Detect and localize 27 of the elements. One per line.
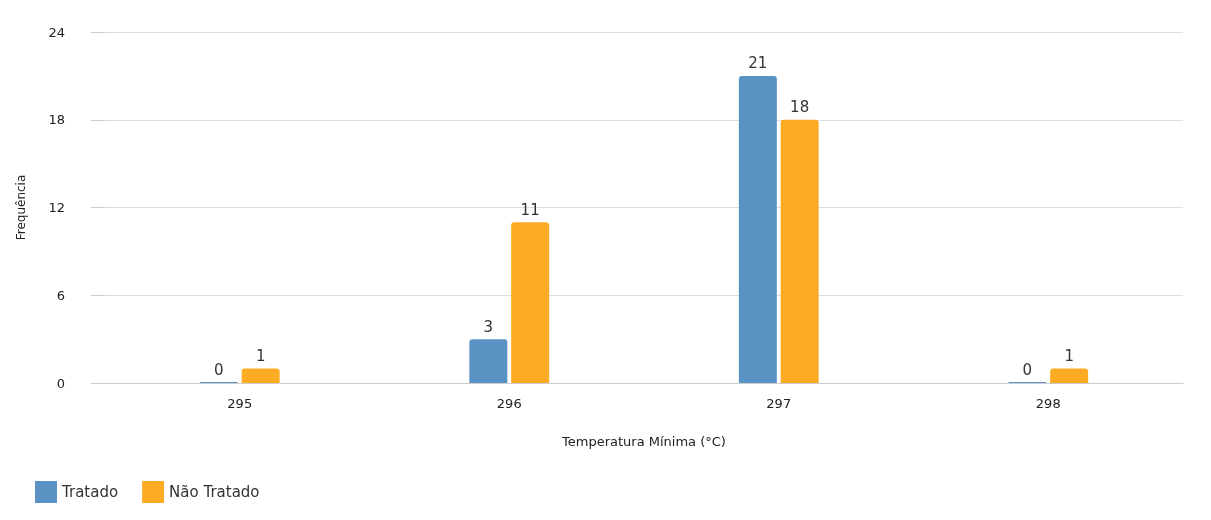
x-tick-label: 295 [227, 396, 253, 411]
data-label: 18 [790, 98, 810, 117]
data-label: 21 [748, 54, 768, 73]
bar [780, 119, 819, 383]
x-tick-label: 297 [766, 396, 792, 411]
bar [241, 368, 280, 383]
y-tick-label: 6 [56, 287, 65, 303]
data-label: 1 [1064, 346, 1074, 365]
x-axis-title: Temperatura Mínima (°C) [561, 434, 726, 449]
y-tick-label: 24 [48, 24, 65, 40]
bar [469, 339, 508, 383]
legend-label: Tratado [61, 483, 119, 501]
data-label: 0 [214, 360, 224, 379]
x-tick-label: 298 [1035, 396, 1061, 411]
y-tick-label: 0 [56, 375, 65, 391]
x-tick-label: 296 [496, 396, 522, 411]
bar [1050, 368, 1089, 383]
bar [511, 222, 550, 383]
data-label: 11 [520, 200, 540, 219]
data-label: 1 [255, 346, 266, 365]
y-axis-title: Frequência [14, 174, 28, 241]
data-label: 3 [483, 317, 494, 336]
bar [738, 75, 777, 383]
y-tick-label: 12 [48, 200, 65, 215]
legend-label: Não Tratado [169, 483, 260, 501]
y-tick-label: 18 [48, 112, 65, 128]
data-label: 0 [1022, 360, 1033, 379]
